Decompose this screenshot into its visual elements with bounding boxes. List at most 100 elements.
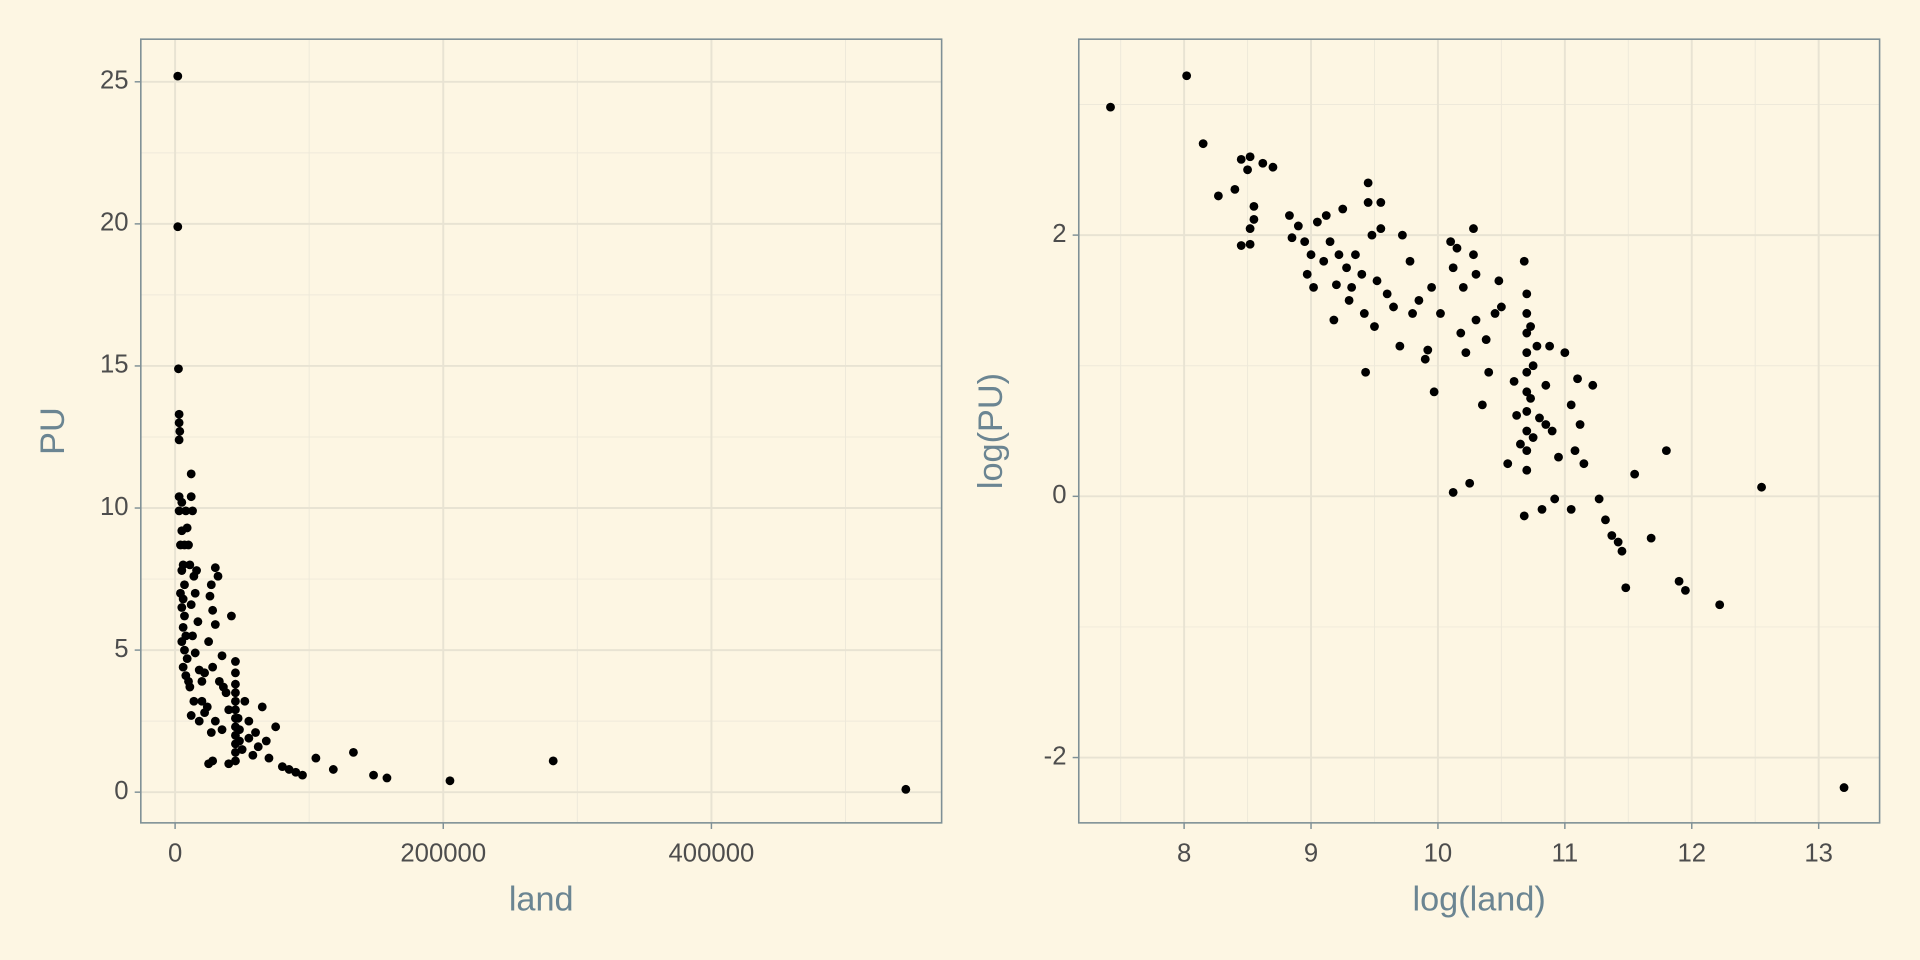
y-tick-label: 10 xyxy=(100,493,129,521)
point xyxy=(251,728,260,737)
point xyxy=(1448,488,1458,497)
y-axis-title: PU xyxy=(34,407,72,455)
point xyxy=(186,711,196,720)
point xyxy=(1661,446,1671,456)
point xyxy=(1245,224,1255,233)
point xyxy=(1309,282,1318,292)
point xyxy=(1334,250,1344,260)
point xyxy=(1376,224,1386,233)
point xyxy=(264,753,274,763)
point xyxy=(1503,459,1513,469)
point xyxy=(1182,71,1192,81)
point xyxy=(1321,211,1331,220)
y-tick-label: -2 xyxy=(1044,742,1067,770)
point xyxy=(231,696,240,706)
point xyxy=(180,645,189,655)
x-tick-label: 13 xyxy=(1804,839,1833,867)
point xyxy=(253,742,263,752)
point xyxy=(206,728,216,737)
point xyxy=(193,617,203,627)
point xyxy=(284,765,294,774)
point xyxy=(1516,439,1525,449)
point xyxy=(1363,178,1373,188)
point xyxy=(1342,263,1351,273)
point xyxy=(548,756,558,766)
point xyxy=(190,648,200,658)
point xyxy=(1570,446,1580,456)
y-tick-label: 0 xyxy=(114,777,128,805)
point xyxy=(1519,256,1529,266)
point xyxy=(1674,576,1684,586)
point xyxy=(1490,309,1500,318)
point xyxy=(1236,154,1246,164)
point xyxy=(901,784,911,794)
point xyxy=(1471,269,1481,279)
panel-border xyxy=(140,38,943,824)
point xyxy=(178,622,188,632)
point xyxy=(227,611,236,621)
panel-border xyxy=(1077,38,1881,824)
point xyxy=(369,770,378,780)
point xyxy=(1554,452,1563,462)
point xyxy=(1357,269,1367,279)
point xyxy=(206,580,216,590)
point xyxy=(200,668,210,678)
point xyxy=(192,566,201,575)
x-tick-label: 0 xyxy=(168,839,182,867)
point xyxy=(257,702,267,712)
point xyxy=(1537,504,1547,514)
point xyxy=(1646,533,1656,543)
point xyxy=(173,71,183,81)
x-tick-label: 10 xyxy=(1424,839,1453,867)
point xyxy=(231,705,240,715)
point xyxy=(1522,426,1532,436)
point xyxy=(1461,348,1471,358)
point xyxy=(271,722,281,732)
point xyxy=(174,364,183,374)
point xyxy=(177,603,187,612)
y-tick-label: 0 xyxy=(1052,481,1066,509)
point xyxy=(248,750,258,760)
point xyxy=(298,770,307,780)
point xyxy=(1579,459,1589,469)
point xyxy=(1300,237,1310,247)
point xyxy=(1566,400,1576,410)
point xyxy=(177,637,187,646)
point xyxy=(177,497,187,507)
point xyxy=(218,682,228,692)
point xyxy=(1522,309,1532,318)
point xyxy=(1361,367,1371,377)
point xyxy=(173,222,183,232)
point xyxy=(185,682,195,692)
point xyxy=(210,620,220,629)
point xyxy=(1588,380,1598,390)
point xyxy=(1302,269,1312,279)
point xyxy=(1617,546,1627,556)
point xyxy=(180,611,189,621)
point xyxy=(244,733,254,743)
point xyxy=(1249,215,1259,224)
point xyxy=(1452,243,1462,253)
point xyxy=(382,773,392,783)
point xyxy=(1512,410,1522,420)
point xyxy=(1331,280,1341,290)
point xyxy=(1547,426,1557,436)
point xyxy=(291,767,301,777)
point xyxy=(1347,282,1357,292)
point xyxy=(1359,309,1369,318)
point xyxy=(1351,250,1360,260)
point xyxy=(1325,237,1335,247)
point xyxy=(1446,237,1456,247)
point xyxy=(1545,341,1555,351)
panel-background xyxy=(140,39,942,823)
point xyxy=(186,492,196,502)
point xyxy=(186,469,196,479)
point xyxy=(1607,531,1617,540)
point xyxy=(1198,139,1208,149)
point xyxy=(1338,204,1348,214)
point xyxy=(210,563,220,573)
point xyxy=(231,756,240,766)
panel-background xyxy=(1078,39,1880,823)
point xyxy=(217,651,227,661)
